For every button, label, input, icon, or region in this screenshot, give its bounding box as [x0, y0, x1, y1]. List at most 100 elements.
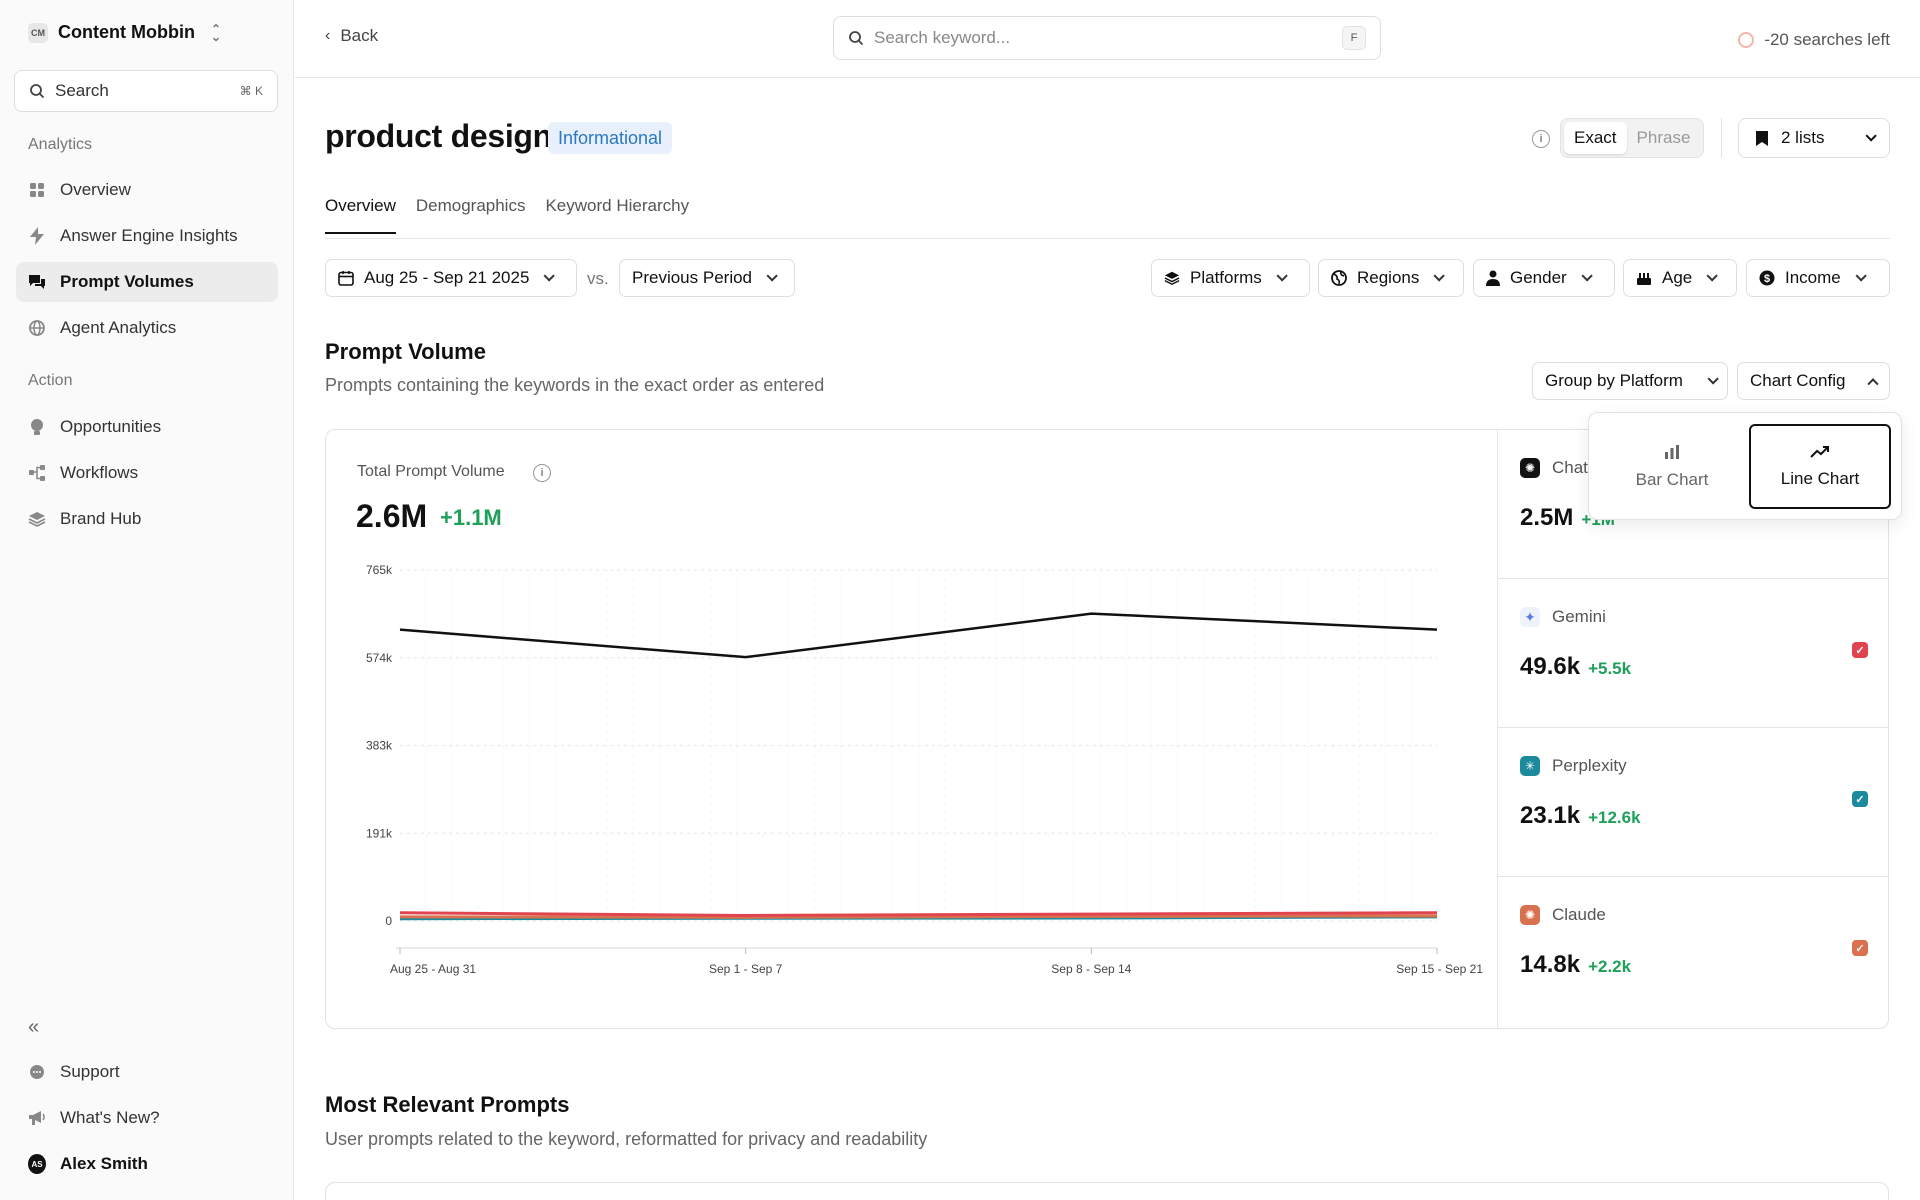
back-button[interactable]: ‹ Back — [325, 26, 378, 46]
income-filter[interactable]: $ Income — [1746, 259, 1890, 297]
workspace-name: Content Mobbin — [58, 22, 195, 42]
platform-checkbox[interactable]: ✓ — [1852, 642, 1868, 658]
sidebar-item-whats-new[interactable]: What's New? — [16, 1098, 278, 1138]
search-shortcut: F — [1342, 26, 1366, 50]
date-range-picker[interactable]: Aug 25 - Sep 21 2025 — [325, 259, 577, 297]
search-placeholder: Search keyword... — [874, 28, 1011, 47]
chevron-down-icon — [1865, 130, 1877, 142]
gender-filter[interactable]: Gender — [1473, 259, 1615, 297]
info-icon[interactable]: i — [1532, 130, 1550, 148]
lightbulb-icon — [28, 418, 46, 436]
platform-value: 49.6k +5.5k — [1520, 653, 1631, 681]
tab-bar: Overview Demographics Keyword Hierarchy — [325, 196, 689, 234]
y-tick-label: 191k — [366, 826, 393, 840]
tab-demographics[interactable]: Demographics — [415, 196, 526, 215]
tab-keyword-hierarchy[interactable]: Keyword Hierarchy — [545, 196, 690, 215]
y-tick-label: 383k — [366, 739, 393, 753]
workspace-badge: CM — [28, 22, 48, 43]
sidebar-item-support[interactable]: Support — [16, 1052, 278, 1092]
platform-checkbox[interactable]: ✓ — [1852, 791, 1868, 807]
trending-up-icon — [1810, 445, 1829, 458]
regions-label: Regions — [1357, 268, 1420, 287]
date-range-label: Aug 25 - Sep 21 2025 — [364, 268, 530, 287]
prompt-volume-card — [325, 429, 1889, 1029]
sidebar-item-workflows[interactable]: Workflows — [16, 453, 278, 493]
sidebar-item-brand-hub[interactable]: Brand Hub — [16, 499, 278, 539]
y-tick-label: 0 — [385, 914, 392, 928]
sidebar-item-overview[interactable]: Overview — [16, 170, 278, 210]
intent-badge: Informational — [548, 122, 673, 154]
total-volume-value: 2.6M — [356, 498, 428, 534]
match-exact[interactable]: Exact — [1564, 122, 1627, 154]
usage-ring-icon — [1738, 32, 1755, 48]
sidebar-item-agent-analytics[interactable]: Agent Analytics — [16, 308, 278, 348]
chevron-down-icon — [1855, 270, 1867, 282]
search-icon — [30, 84, 45, 99]
workspace-switcher[interactable]: CM Content Mobbin ⌃ ⌄ — [28, 22, 221, 43]
lists-dropdown[interactable]: 2 lists — [1738, 118, 1890, 158]
platform-item-perplexity[interactable]: ✳ Perplexity 23.1k +12.6k ✓ — [1498, 728, 1888, 877]
prompt-volume-title: Prompt Volume — [325, 339, 486, 364]
platform-item-chatgpt[interactable]: ✺ Chat 2.5M+1M — [1498, 430, 1888, 579]
svg-text:$: $ — [1764, 273, 1770, 285]
x-tick-label: Sep 8 - Sep 14 — [1051, 962, 1131, 976]
avatar: AS — [28, 1154, 46, 1174]
x-tick-label: Aug 25 - Aug 31 — [390, 962, 476, 976]
sidebar-search[interactable]: Search ⌘ K — [14, 70, 278, 112]
line-chart-option[interactable]: Line Chart — [1749, 424, 1891, 509]
platform-checkbox[interactable]: ✓ — [1852, 940, 1868, 956]
user-menu[interactable]: AS Alex Smith — [16, 1144, 278, 1184]
support-chat-icon — [28, 1063, 46, 1081]
credits-text: -20 searches left — [1764, 30, 1890, 49]
chat-bubbles-icon — [28, 273, 46, 291]
chart-config-label: Chart Config — [1750, 371, 1846, 390]
match-phrase[interactable]: Phrase — [1636, 128, 1691, 147]
y-tick-label: 574k — [366, 651, 393, 665]
chart-config-dropdown[interactable]: Chart Config — [1737, 362, 1890, 400]
platforms-filter[interactable]: Platforms — [1151, 259, 1310, 297]
collapse-sidebar-icon[interactable]: « — [28, 1016, 40, 1038]
sidebar: CM Content Mobbin ⌃ ⌄ Search ⌘ K Analytic… — [0, 0, 294, 1200]
gender-label: Gender — [1510, 268, 1567, 287]
platform-item-claude[interactable]: ✺ Claude 14.8k +2.2k ✓ — [1498, 877, 1888, 1026]
bar-chart-label: Bar Chart — [1635, 469, 1709, 489]
section-analytics: Analytics — [28, 136, 93, 153]
regions-filter[interactable]: Regions — [1318, 259, 1464, 297]
series-line — [399, 911, 1438, 917]
bolt-icon — [28, 227, 46, 245]
bar-chart-icon — [1665, 444, 1679, 459]
sidebar-item-answer-engine-insights[interactable]: Answer Engine Insights — [16, 216, 278, 256]
chevron-down-icon — [1581, 270, 1593, 282]
age-filter[interactable]: Age — [1623, 259, 1737, 297]
vs-label: vs. — [587, 269, 609, 288]
section-action: Action — [28, 372, 73, 389]
line-chart: 765k 574k 383k 191k 0 Aug 25 - Aug 31 Sep 1 - … — [366, 563, 1483, 976]
chevron-down-icon — [1433, 270, 1446, 282]
platform-delta: +2.2k — [1588, 957, 1632, 976]
group-by-dropdown[interactable]: Group by Platform — [1532, 362, 1728, 400]
platform-value: 14.8k +2.2k — [1520, 951, 1631, 979]
topbar: ‹ Back Search keyword... F -20 searches … — [295, 0, 1920, 78]
total-volume-text: Total Prompt Volume — [357, 463, 505, 480]
sidebar-item-prompt-volumes[interactable]: Prompt Volumes — [16, 262, 278, 302]
sidebar-item-label: Overview — [60, 180, 131, 199]
perplexity-icon: ✳ — [1520, 756, 1540, 776]
dollar-circle-icon: $ — [1759, 270, 1775, 286]
total-volume-delta: +1.1M — [440, 505, 502, 530]
compare-period-dropdown[interactable]: Previous Period — [619, 259, 795, 297]
platform-name: Chat — [1552, 458, 1588, 477]
info-icon[interactable]: i — [533, 464, 551, 482]
platform-delta: +5.5k — [1588, 659, 1632, 678]
platform-item-gemini[interactable]: ✦ Gemini 49.6k +5.5k ✓ — [1498, 579, 1888, 728]
tab-overview[interactable]: Overview — [325, 196, 396, 234]
income-label: Income — [1785, 268, 1841, 287]
back-label: Back — [340, 26, 379, 45]
sidebar-item-opportunities[interactable]: Opportunities — [16, 407, 278, 447]
bar-chart-option[interactable]: Bar Chart — [1601, 424, 1743, 509]
prompt-volume-subtitle: Prompts containing the keywords in the e… — [325, 375, 825, 395]
keyword-search-input[interactable]: Search keyword... F — [833, 16, 1381, 60]
y-tick-label: 765k — [366, 563, 393, 577]
sidebar-item-label: Prompt Volumes — [60, 272, 194, 291]
compare-label: Previous Period — [632, 268, 753, 287]
group-by-label: Group by Platform — [1545, 371, 1683, 390]
